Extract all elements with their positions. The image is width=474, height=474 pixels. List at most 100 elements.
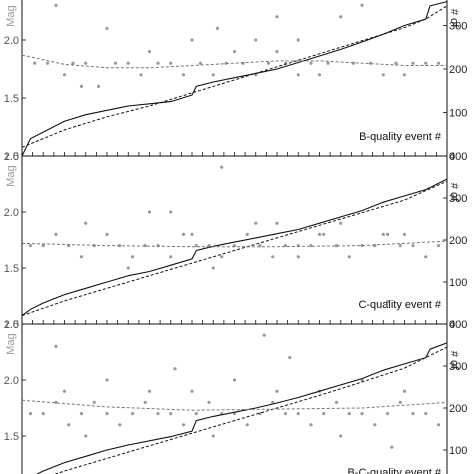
y-tick-label: 2.5 xyxy=(4,151,19,163)
data-point xyxy=(436,423,441,427)
data-point xyxy=(232,378,237,382)
data-point xyxy=(28,244,33,248)
data-point xyxy=(126,61,130,65)
data-point xyxy=(113,61,118,65)
data-point xyxy=(262,333,266,337)
data-point xyxy=(347,255,351,259)
data-point xyxy=(220,255,224,259)
data-point xyxy=(424,255,428,259)
series-line xyxy=(21,240,448,248)
data-point xyxy=(411,244,415,248)
series-line xyxy=(21,180,448,317)
data-point xyxy=(147,389,152,393)
data-point xyxy=(424,412,428,416)
data-point xyxy=(156,412,160,416)
y2-tick-label: 300 xyxy=(449,21,467,33)
data-point xyxy=(84,61,88,65)
data-point xyxy=(368,61,373,65)
y2-tick-label: 400 xyxy=(449,319,467,331)
data-point xyxy=(232,50,237,54)
data-point xyxy=(194,412,198,416)
data-point xyxy=(411,61,415,65)
data-point xyxy=(309,423,313,427)
data-point xyxy=(92,400,96,404)
data-point xyxy=(67,423,71,427)
data-point xyxy=(54,344,58,348)
data-point xyxy=(385,412,390,416)
data-point xyxy=(147,50,152,54)
data-point xyxy=(436,244,441,248)
chart-panel: 1.0 1.5 2.0 2.5 0 100 200 300 400 Mag # of C-qualit… xyxy=(4,151,468,331)
data-point xyxy=(271,400,275,404)
data-point xyxy=(339,221,343,225)
y2-tick-label: 400 xyxy=(449,151,467,163)
data-point xyxy=(33,61,37,65)
y2-tick-label: 100 xyxy=(449,277,467,289)
data-point xyxy=(296,255,300,259)
data-point xyxy=(296,412,300,416)
data-point xyxy=(181,423,186,427)
data-point xyxy=(105,412,109,416)
data-point xyxy=(130,412,135,416)
y-axis-label: Mag xyxy=(5,333,17,354)
data-point xyxy=(339,434,343,438)
data-point xyxy=(181,73,186,77)
data-point xyxy=(245,423,249,427)
data-point xyxy=(339,15,343,19)
data-point xyxy=(334,400,339,404)
y2-tick-label: 100 xyxy=(449,445,467,457)
data-point xyxy=(390,445,394,449)
data-point xyxy=(147,210,152,214)
data-point xyxy=(254,221,258,225)
y-axis-label: Mag xyxy=(5,165,17,186)
data-point xyxy=(45,61,50,65)
series-line xyxy=(21,54,447,69)
data-point xyxy=(266,61,271,65)
y2-tick-label: 0 xyxy=(449,151,455,163)
data-point xyxy=(347,412,351,416)
data-point xyxy=(105,232,109,236)
data-point xyxy=(190,232,194,236)
data-point xyxy=(360,3,364,7)
data-point xyxy=(190,38,194,42)
data-point xyxy=(317,232,322,236)
data-point xyxy=(360,412,364,416)
data-point xyxy=(215,26,220,30)
data-point xyxy=(143,400,147,404)
data-point xyxy=(381,232,385,236)
data-point xyxy=(211,266,215,270)
data-point xyxy=(71,61,75,65)
y-tick-label: 1.0 xyxy=(4,151,19,163)
y-tick-label: 1.5 xyxy=(4,93,19,105)
data-point xyxy=(79,412,84,416)
data-point xyxy=(84,434,88,438)
data-point xyxy=(385,232,390,236)
series-line xyxy=(21,399,448,411)
data-point xyxy=(322,412,326,416)
data-point xyxy=(436,61,441,65)
data-point xyxy=(54,3,58,7)
chart-panel: 1.5 2.0 2.5 100 200 300 400 Mag # of B-C-quality … xyxy=(4,319,467,474)
data-point xyxy=(130,255,135,259)
data-point xyxy=(84,221,88,225)
data-point xyxy=(62,73,67,77)
data-point xyxy=(402,232,407,236)
data-point xyxy=(288,356,292,360)
data-point xyxy=(54,232,58,236)
data-point xyxy=(96,84,101,88)
y-tick-label: 2.0 xyxy=(4,207,19,219)
series-line xyxy=(35,342,448,474)
y-tick-label: 2.0 xyxy=(4,35,19,47)
data-point xyxy=(79,84,84,88)
y-tick-label: 2.0 xyxy=(4,375,19,387)
data-point xyxy=(271,255,275,259)
y-axis-label: Mag xyxy=(5,5,17,26)
data-point xyxy=(398,244,402,248)
data-point xyxy=(411,412,415,416)
y2-tick-label: 200 xyxy=(449,403,467,415)
data-point xyxy=(190,389,194,393)
data-point xyxy=(54,400,58,404)
y2-tick-label: 300 xyxy=(449,361,467,373)
data-point xyxy=(296,73,300,77)
data-point xyxy=(41,244,45,248)
